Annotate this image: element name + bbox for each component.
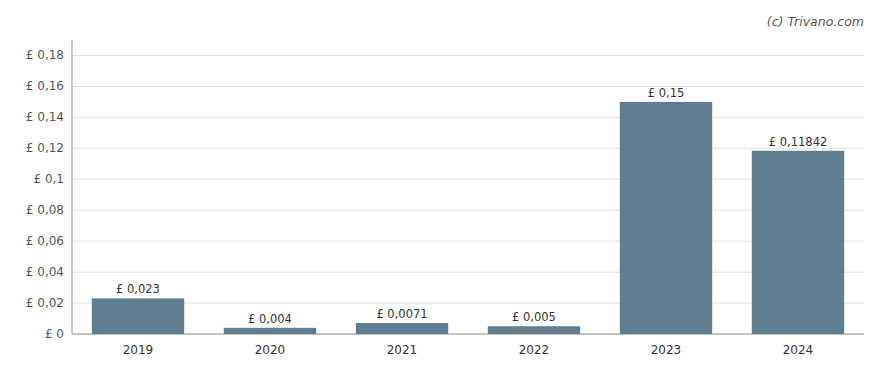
x-tick-label: 2021 [387,343,418,357]
bar [356,323,448,334]
data-label: £ 0,005 [512,310,556,324]
data-labels: £ 0,023 £ 0,004 £ 0,0071 £ 0,005 £ 0,15 £ 0,1… [116,86,827,326]
grid-line [72,86,864,87]
data-label: £ 0,023 [116,282,160,296]
y-tick-label: £ 0,06 [26,234,64,248]
grid-line [72,55,864,56]
x-tick-labels: 2019 2020 2021 2022 2023 2024 [123,343,814,357]
grid-line [72,241,864,242]
y-tick-label: £ 0 [45,327,64,341]
y-tick-label: £ 0,14 [26,110,64,124]
bar [224,328,316,334]
grid-line [72,210,864,211]
y-tick-labels: £ 0 £ 0,02 £ 0,04 £ 0,06 £ 0,08 £ 0,1 £ 0,12 £ … [26,48,64,341]
watermark: (c) Trivano.com [767,14,864,29]
y-tick-label: £ 0,18 [26,48,64,62]
x-tick-label: 2024 [783,343,814,357]
grid-line [72,117,864,118]
bar [752,151,844,334]
y-tick-label: £ 0,02 [26,296,64,310]
chart-container: £ 0 £ 0,02 £ 0,04 £ 0,06 £ 0,08 £ 0,1 £ 0,12 £ … [0,0,888,370]
y-grid [72,55,864,334]
y-tick-label: £ 0,1 [33,172,64,186]
y-tick-label: £ 0,16 [26,79,64,93]
y-tick-label: £ 0,08 [26,203,64,217]
grid-line [72,148,864,149]
bar [92,298,184,334]
x-tick-label: 2019 [123,343,154,357]
y-tick-label: £ 0,04 [26,265,64,279]
bar [488,326,580,334]
bar [620,102,712,334]
grid-line [72,303,864,304]
data-label: £ 0,0071 [376,307,427,321]
x-tick-label: 2022 [519,343,550,357]
data-label: £ 0,11842 [769,135,828,149]
grid-line [72,334,864,335]
grid-line [72,272,864,273]
y-tick-label: £ 0,12 [26,141,64,155]
bars [92,102,844,334]
x-tick-label: 2020 [255,343,286,357]
data-label: £ 0,004 [248,312,292,326]
chart: £ 0 £ 0,02 £ 0,04 £ 0,06 £ 0,08 £ 0,1 £ 0,12 £ … [0,0,888,370]
data-label: £ 0,15 [648,86,685,100]
x-axis-line [72,334,864,335]
y-axis-line [72,40,73,334]
grid-line [72,179,864,180]
x-tick-label: 2023 [651,343,682,357]
